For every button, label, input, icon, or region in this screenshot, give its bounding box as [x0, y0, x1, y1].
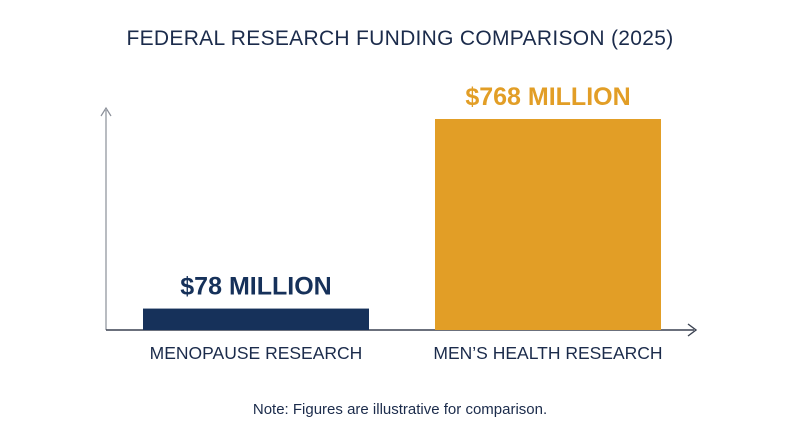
x-tick-label-menopause-research: MENOPAUSE RESEARCH	[150, 343, 363, 363]
x-axis-arrow-icon	[687, 323, 698, 337]
data-label-men-s-health-research: $768 MILLION	[465, 83, 630, 111]
x-tick-label-men-s-health-research: MEN’S HEALTH RESEARCH	[433, 343, 662, 363]
bar-menopause-research	[143, 308, 369, 330]
bar-men-s-health-research	[435, 119, 661, 330]
data-label-menopause-research: $78 MILLION	[180, 273, 331, 301]
chart-title: FEDERAL RESEARCH FUNDING COMPARISON (202…	[126, 27, 674, 50]
bars-group: $78 MILLION MENOPAUSE RESEARCH $768 MILLIO…	[143, 83, 663, 363]
footnote: Note: Figures are illustrative for compa…	[252, 401, 548, 418]
y-axis-arrow-icon	[100, 106, 112, 117]
